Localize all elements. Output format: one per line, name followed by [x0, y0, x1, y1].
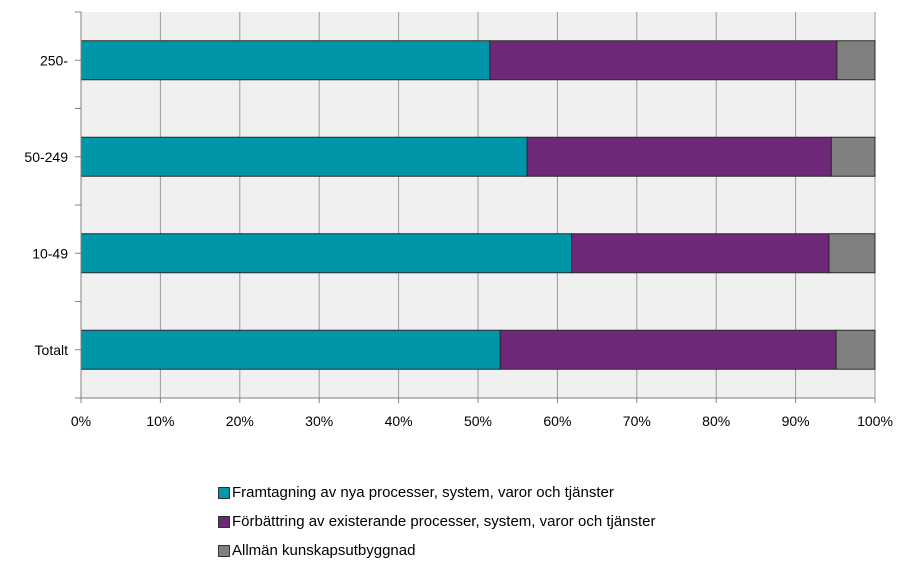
x-tick-label: 90%	[782, 413, 810, 429]
legend-item-new: Framtagning av nya processer, system, va…	[218, 478, 878, 507]
bar-segment-2-totalt	[499, 329, 837, 370]
bar-segment-1-50249	[80, 136, 528, 177]
x-tick-label: 20%	[226, 413, 254, 429]
bar-segment-2-250	[489, 40, 838, 81]
legend-swatch-improvement	[218, 515, 230, 528]
legend-swatch-general	[218, 544, 230, 557]
legend-label-improvement: Förbättring av existerande processer, sy…	[232, 513, 656, 530]
x-tick-label: 50%	[464, 413, 492, 429]
bar-segment-1-250	[80, 40, 491, 81]
bar-segment-2-1049	[571, 233, 830, 274]
legend: Framtagning av nya processer, system, va…	[218, 478, 878, 565]
x-tick-label: 60%	[543, 413, 571, 429]
bars	[80, 40, 876, 370]
legend-label-general: Allmän kunskapsutbyggnad	[232, 542, 416, 559]
legend-item-general: Allmän kunskapsutbyggnad	[218, 536, 878, 565]
legend-swatch-new	[218, 486, 230, 499]
legend-item-improvement: Förbättring av existerande processer, sy…	[218, 507, 878, 536]
y-tick-label: 250-	[40, 52, 68, 68]
x-tick-label: 0%	[71, 413, 91, 429]
y-tick-labels: 250- 50-249 10-49 Totalt	[24, 52, 68, 358]
bar-segment-1-1049	[80, 233, 573, 274]
x-tick-label: 100%	[857, 413, 893, 429]
bar-segment-2-50249	[526, 136, 832, 177]
legend-label-new: Framtagning av nya processer, system, va…	[232, 484, 614, 501]
bar-segment-3-1049	[828, 233, 876, 274]
axes	[75, 11, 876, 403]
bar-segment-3-250	[836, 40, 876, 81]
x-tick-label: 40%	[385, 413, 413, 429]
y-tick-label: Totalt	[35, 342, 69, 358]
x-tick-label: 70%	[623, 413, 651, 429]
bar-segment-3-50249	[830, 136, 876, 177]
x-tick-label: 80%	[702, 413, 730, 429]
y-tick-label: 50-249	[24, 149, 68, 165]
bar-segment-1-totalt	[80, 329, 501, 370]
bar-segment-3-totalt	[835, 329, 876, 370]
x-tick-label: 10%	[146, 413, 174, 429]
y-tick-label: 10-49	[32, 245, 68, 261]
x-tick-label: 30%	[305, 413, 333, 429]
x-tick-labels: 0% 10% 20% 30% 40% 50% 60% 70% 80% 90% 100%	[71, 413, 893, 429]
